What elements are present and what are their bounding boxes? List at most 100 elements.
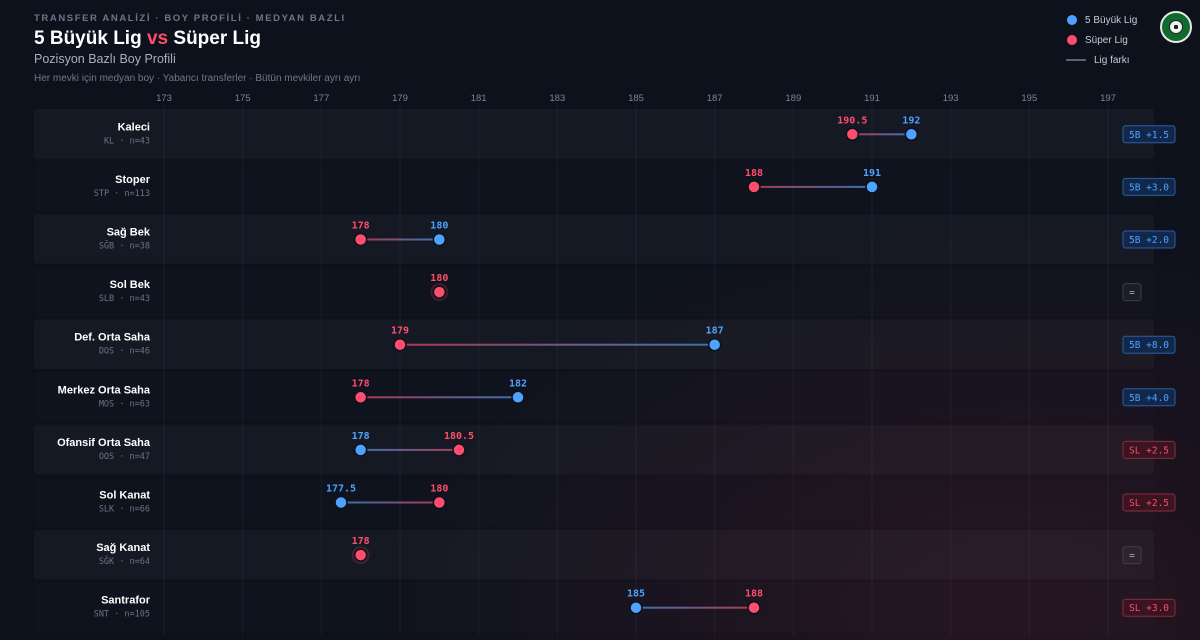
value-label-superlig: 180 — [430, 484, 448, 495]
row-sublabel: SNT · n=105 — [94, 610, 150, 620]
value-label-superlig: 178 — [352, 536, 370, 547]
point-superlig — [432, 285, 447, 299]
x-tick-label: 183 — [549, 93, 565, 104]
diff-badge-label: SL +2.5 — [1129, 498, 1169, 509]
point-superlig — [747, 180, 761, 194]
row-band — [34, 425, 1154, 475]
diff-badge — [1122, 493, 1176, 512]
legend-label-big5: 5 Büyük Lig — [1085, 14, 1138, 26]
legend-item-superlig: Süper Lig — [1066, 30, 1166, 50]
diff-line — [852, 133, 912, 136]
row-sublabel: STP · n=113 — [94, 189, 150, 199]
row-band — [34, 477, 1154, 527]
point-superlig — [432, 495, 447, 510]
diff-line — [636, 606, 754, 609]
point-big5 — [353, 443, 368, 457]
diff-badge-label: 5B +8.0 — [1129, 340, 1169, 351]
diff-badge — [1122, 440, 1176, 459]
point-superlig — [452, 443, 466, 457]
row-band — [34, 267, 1154, 317]
diff-badge — [1122, 335, 1176, 354]
diff-badge-label: = — [1129, 551, 1135, 562]
row-band — [34, 582, 1154, 632]
diff-line — [360, 396, 518, 399]
diff-badge-label: 5B +2.0 — [1129, 235, 1169, 246]
row-band — [34, 162, 1154, 212]
x-tick-label: 173 — [156, 93, 172, 104]
point-big5 — [629, 600, 643, 615]
row-band — [34, 530, 1154, 580]
diff-badge-label: SL +3.0 — [1129, 603, 1169, 614]
point-big5 — [865, 180, 879, 194]
value-label-big5: 180 — [430, 221, 448, 232]
diff-badge — [1122, 283, 1142, 302]
row-label: Kaleci — [118, 121, 150, 133]
row-label: Sağ Kanat — [96, 542, 150, 554]
row-sublabel: SLB · n=43 — [99, 294, 150, 304]
diff-badge — [1122, 125, 1176, 144]
diff-badge — [1122, 546, 1142, 565]
point-big5 — [334, 495, 348, 510]
point-superlig — [393, 337, 407, 352]
x-tick-label: 179 — [392, 93, 408, 104]
x-tick-label: 189 — [785, 93, 801, 104]
row-label: Def. Orta Saha — [74, 332, 151, 344]
point-superlig — [353, 548, 368, 562]
diff-line — [341, 501, 440, 504]
row-sublabel: SĞK · n=64 — [99, 555, 150, 567]
legend-label-superlig: Süper Lig — [1085, 34, 1128, 46]
point-big5 — [904, 127, 919, 142]
point-superlig — [845, 127, 860, 142]
point-big5 — [432, 232, 447, 247]
value-label-superlig: 179 — [391, 326, 409, 337]
x-tick-label: 191 — [864, 93, 880, 104]
value-label-superlig: 178 — [352, 221, 370, 232]
value-label-big5: 177.5 — [326, 484, 356, 495]
row-label: Ofansif Orta Saha — [57, 437, 151, 449]
row-band — [34, 109, 1154, 159]
title-big5: 5 Büyük Lig — [34, 28, 142, 49]
title-vs: vs — [146, 28, 169, 49]
value-label-superlig: 188 — [745, 589, 763, 600]
row-label: Stoper — [115, 174, 151, 186]
value-label-superlig: 180 — [430, 273, 448, 284]
x-tick-label: 175 — [235, 93, 251, 104]
x-tick-label: 177 — [313, 93, 329, 104]
diff-line — [360, 448, 459, 451]
row-label: Santrafor — [101, 595, 151, 607]
value-label-big5: 185 — [627, 589, 645, 600]
row-sublabel: SLK · n=66 — [99, 505, 150, 515]
value-label-big5: 178 — [352, 431, 370, 442]
value-label-superlig: 180.5 — [444, 431, 474, 442]
point-big5 — [511, 390, 525, 405]
diff-line — [360, 238, 440, 241]
row-label: Merkez Orta Saha — [58, 384, 151, 396]
row-label: Sol Kanat — [99, 490, 150, 502]
diff-badge — [1122, 177, 1176, 196]
value-label-superlig: 188 — [745, 168, 763, 179]
diff-line — [400, 343, 715, 346]
diff-badge — [1122, 598, 1176, 617]
row-sublabel: DOS · n=46 — [99, 347, 150, 357]
point-superlig — [353, 390, 368, 405]
legend-item-diff: Lig farkı — [1066, 50, 1166, 70]
point-superlig — [747, 600, 761, 615]
title-superlig: Süper Lig — [173, 28, 262, 49]
x-tick-label: 193 — [943, 93, 959, 104]
value-label-superlig: 178 — [352, 378, 370, 389]
diff-badge — [1122, 388, 1176, 407]
legend: 5 Büyük Lig Süper Lig Lig farkı — [1066, 10, 1166, 70]
x-tick-label: 195 — [1021, 93, 1037, 104]
row-sublabel: SĞB · n=38 — [99, 240, 150, 252]
diff-badge-label: 5B +1.5 — [1129, 130, 1169, 141]
x-tick-label: 197 — [1100, 93, 1116, 104]
chart-note: Her mevki için medyan boy · Yabancı tran… — [34, 73, 361, 84]
chart-kicker: TRANSFER ANALİZİ · BOY PROFİLİ · MEDYAN … — [34, 13, 346, 24]
value-label-big5: 191 — [863, 168, 881, 179]
diff-line — [754, 185, 872, 188]
legend-label-diff: Lig farkı — [1094, 54, 1130, 66]
legend-dot-big5 — [1067, 15, 1077, 25]
page-title: 5 Büyük Lig vs Süper Lig — [34, 28, 261, 50]
diff-badge — [1122, 230, 1176, 249]
